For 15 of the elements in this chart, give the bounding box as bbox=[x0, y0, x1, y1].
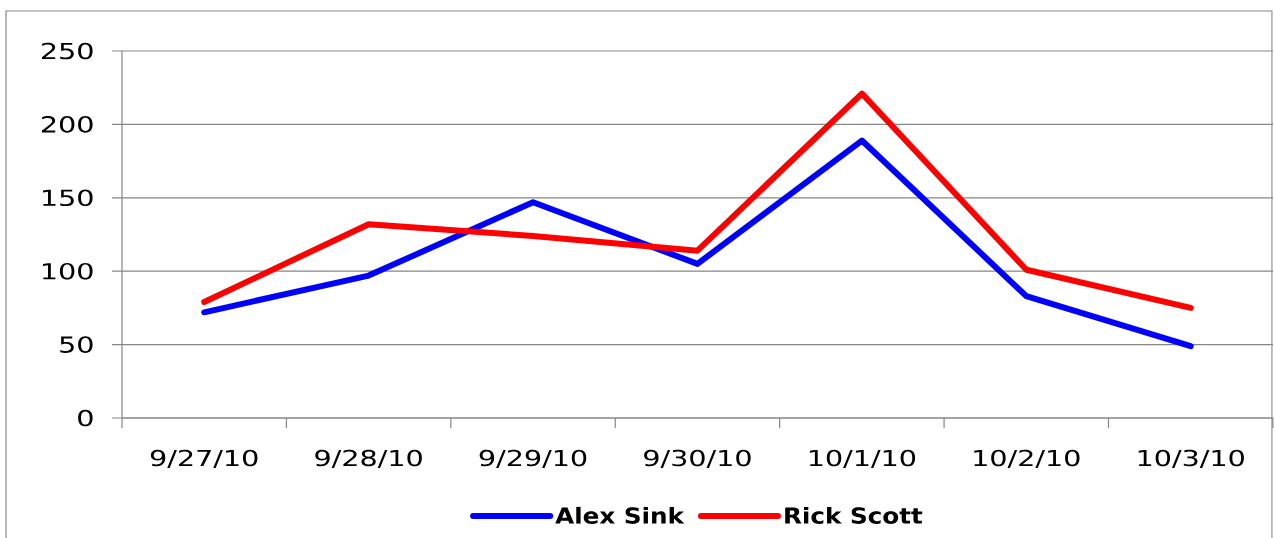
x-tick-label: 9/28/10 bbox=[315, 449, 422, 469]
y-tick-label: 150 bbox=[43, 189, 93, 207]
y-tick-label: 0 bbox=[78, 409, 93, 427]
x-tick-label: 10/3/10 bbox=[1138, 449, 1244, 469]
x-tick-label: 9/27/10 bbox=[150, 449, 258, 469]
x-tick-label: 10/1/10 bbox=[809, 449, 916, 469]
y-tick-label: 250 bbox=[41, 42, 93, 60]
y-tick-label: 200 bbox=[41, 116, 93, 133]
legend-label: Rick Scott bbox=[785, 506, 923, 524]
x-tick-label: 9/29/10 bbox=[479, 449, 587, 469]
legend-label: Alex Sink bbox=[555, 506, 685, 524]
x-tick-label: 10/2/10 bbox=[974, 449, 1080, 469]
y-tick-label: 50 bbox=[60, 336, 93, 353]
x-tick-label: 9/30/10 bbox=[644, 449, 751, 469]
y-tick-label: 100 bbox=[43, 262, 93, 280]
